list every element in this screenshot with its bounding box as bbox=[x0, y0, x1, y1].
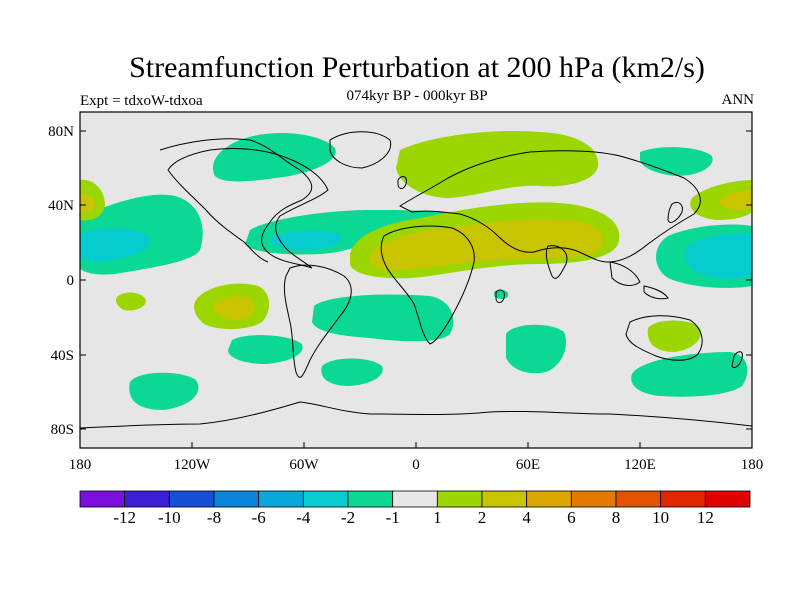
coastline-india bbox=[545, 245, 568, 279]
y-tick-label: 40S bbox=[51, 348, 74, 364]
contour-caribbean-core bbox=[270, 230, 343, 251]
coastline-australia bbox=[625, 315, 703, 361]
colorbar-swatch bbox=[79, 490, 126, 508]
colorbar-swatch bbox=[258, 490, 304, 508]
colorbar-swatch bbox=[481, 490, 528, 508]
colorbar-label: -12 bbox=[113, 508, 136, 527]
coastline-new-zealand bbox=[731, 351, 743, 369]
colorbar bbox=[79, 490, 751, 508]
colorbar-label: 12 bbox=[697, 508, 714, 527]
contour-arabia-core bbox=[369, 219, 604, 270]
colorbar-swatch bbox=[347, 490, 394, 508]
colorbar-label: 2 bbox=[478, 508, 487, 527]
coastline-antarctica bbox=[80, 401, 752, 429]
x-tick-label: 180 bbox=[69, 457, 92, 473]
coastline-north-america bbox=[159, 138, 329, 269]
contour-south-atlantic-2 bbox=[321, 358, 383, 386]
contour-southeast-pacific-core bbox=[213, 296, 255, 320]
coastline-southeast-asia bbox=[609, 261, 669, 300]
contour-fields bbox=[80, 130, 752, 410]
coastline-greenland bbox=[329, 131, 392, 169]
x-tick-label: 120E bbox=[624, 457, 656, 473]
colorbar-label: -2 bbox=[341, 508, 355, 527]
colorbar-swatch bbox=[392, 490, 438, 508]
y-tick-label: 0 bbox=[67, 273, 75, 289]
colorbar-label: -4 bbox=[296, 508, 311, 527]
x-tick-label: 60E bbox=[516, 457, 540, 473]
y-tick-label: 40N bbox=[48, 198, 74, 214]
colorbar-label: -1 bbox=[386, 508, 400, 527]
contour-south-of-nz-negative bbox=[631, 352, 748, 397]
colorbar-swatch bbox=[704, 490, 751, 508]
x-tick-label: 60W bbox=[289, 457, 319, 473]
coastline-japan bbox=[667, 201, 683, 223]
contour-greenland-negative bbox=[212, 133, 336, 182]
x-axis-ticks bbox=[79, 442, 753, 448]
x-tick-label: 180 bbox=[741, 457, 764, 473]
x-tick-label: 120W bbox=[174, 457, 212, 473]
colorbar-swatch bbox=[436, 490, 483, 508]
contour-australia-positive bbox=[647, 320, 701, 352]
colorbar-labels: -12 -10 -8 -6 -4 -2 -1 1 2 4 6 8 10 12 bbox=[113, 508, 713, 527]
coastline-uk bbox=[397, 176, 407, 189]
colorbar-label: -10 bbox=[158, 508, 181, 527]
season-label: ANN bbox=[721, 92, 755, 108]
colorbar-swatch bbox=[660, 490, 706, 508]
contour-southern-pacific-negative bbox=[129, 372, 199, 410]
colorbar-swatch bbox=[213, 490, 260, 508]
contour-north-pacific-core bbox=[80, 228, 151, 263]
colorbar-label: -8 bbox=[207, 508, 221, 527]
y-axis-ticks bbox=[80, 130, 752, 430]
contour-south-indian-negative bbox=[506, 324, 566, 374]
y-tick-label: 80S bbox=[51, 422, 74, 438]
experiment-label: Expt = tdxoW-tdxoa bbox=[80, 93, 203, 109]
x-tick-label: 0 bbox=[412, 457, 420, 473]
contour-northeast-small-negative bbox=[640, 147, 713, 176]
coastline-madagascar bbox=[495, 289, 505, 303]
colorbar-label: 4 bbox=[522, 508, 531, 527]
coastline-europe-asia bbox=[398, 150, 701, 263]
contour-west-pacific-core bbox=[684, 233, 752, 279]
colorbar-label: 10 bbox=[652, 508, 669, 527]
colorbar-label: 1 bbox=[433, 508, 442, 527]
colorbar-swatch bbox=[570, 490, 617, 508]
y-tick-label: 80N bbox=[48, 124, 74, 140]
colorbar-swatch bbox=[168, 490, 215, 508]
colorbar-label: -6 bbox=[252, 508, 266, 527]
plot-subtitle: 074kyr BP - 000kyr BP bbox=[346, 88, 488, 104]
contour-small-positive bbox=[116, 292, 146, 311]
contour-south-atlantic-small bbox=[228, 335, 303, 364]
colorbar-label: 8 bbox=[612, 508, 621, 527]
coastlines bbox=[80, 131, 752, 429]
contour-northeast-core bbox=[719, 190, 752, 210]
colorbar-label: 6 bbox=[567, 508, 576, 527]
contour-northwest-core bbox=[80, 193, 96, 213]
colorbar-swatch bbox=[526, 490, 572, 508]
colorbar-swatch bbox=[302, 490, 349, 508]
colorbar-swatch bbox=[615, 490, 662, 508]
coastline-africa bbox=[380, 225, 475, 345]
coastline-south-america bbox=[283, 264, 352, 378]
colorbar-swatch bbox=[124, 490, 170, 508]
contour-eurasia-north-positive bbox=[396, 130, 599, 198]
page-title: Streamfunction Perturbation at 200 hPa (… bbox=[129, 51, 705, 84]
